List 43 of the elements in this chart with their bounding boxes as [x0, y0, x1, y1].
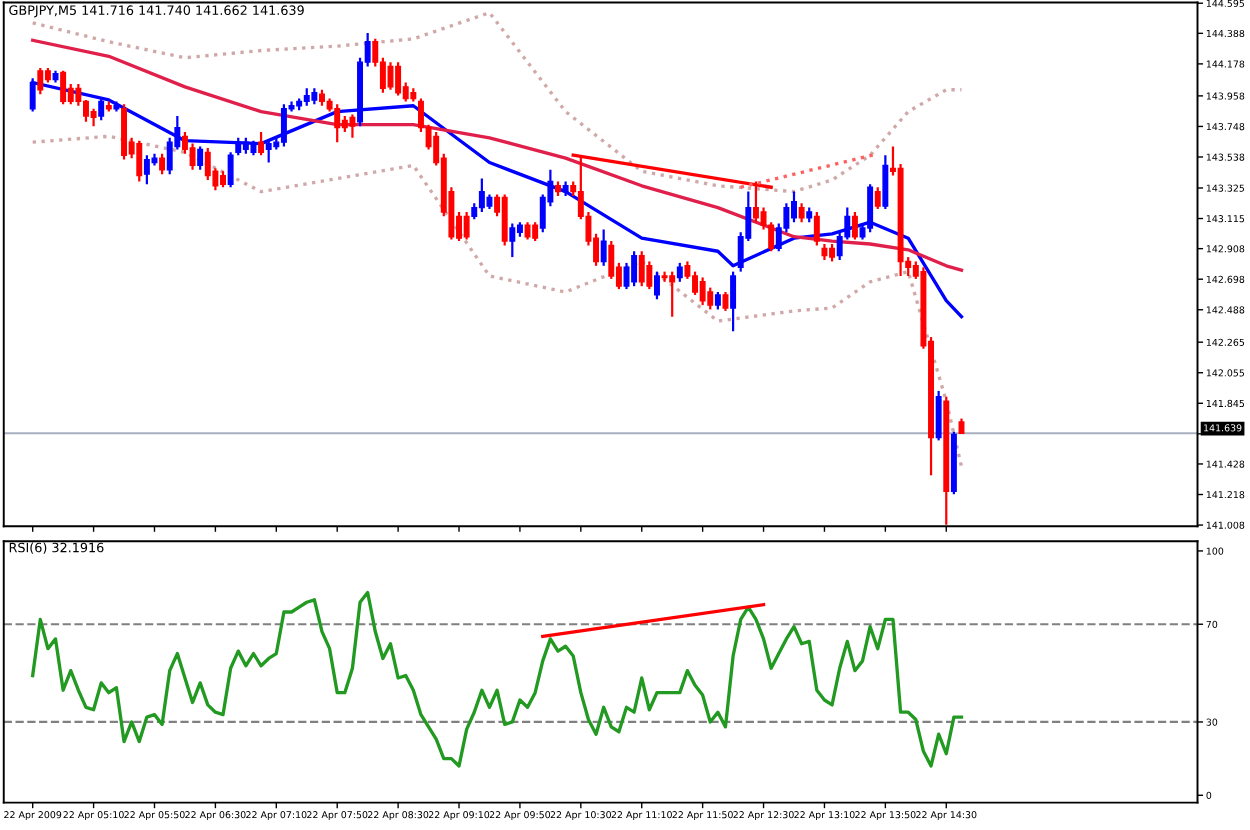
line-series — [31, 38, 964, 272]
candlestick — [798, 202, 805, 224]
candlestick — [98, 97, 105, 122]
candlestick — [851, 210, 858, 241]
candlestick — [638, 250, 645, 288]
candlestick — [60, 69, 67, 106]
candlestick — [143, 154, 150, 186]
candlestick — [37, 66, 44, 96]
candlestick — [189, 142, 196, 171]
candlestick — [867, 183, 874, 234]
candlestick — [159, 152, 166, 176]
candlestick — [882, 154, 889, 211]
candlestick — [334, 103, 341, 144]
candlestick — [463, 210, 470, 241]
candlestick — [608, 239, 615, 281]
candlestick — [813, 210, 820, 247]
line-series — [31, 134, 964, 469]
candlestick — [121, 103, 128, 161]
candlestick — [113, 100, 120, 113]
candlestick — [532, 221, 539, 243]
line-series — [31, 590, 964, 768]
candlestick — [395, 61, 402, 97]
candlestick — [631, 250, 638, 288]
candlestick — [265, 139, 272, 164]
candlestick — [874, 186, 881, 211]
candlestick — [509, 222, 516, 259]
candlestick — [258, 130, 265, 157]
candlestick — [478, 177, 485, 214]
candlestick — [730, 270, 737, 333]
candlestick — [349, 113, 356, 139]
candlestick — [280, 103, 287, 148]
candlestick — [791, 190, 797, 224]
candlestick — [935, 389, 942, 442]
candlestick — [676, 261, 683, 283]
candlestick — [197, 145, 204, 171]
candlestick — [204, 146, 211, 182]
candlestick — [501, 193, 508, 247]
candlestick — [600, 228, 607, 267]
candlestick — [699, 276, 706, 307]
candlestick — [136, 139, 143, 183]
candlestick — [661, 270, 668, 283]
candlestick — [653, 270, 660, 301]
candlestick — [669, 270, 676, 318]
